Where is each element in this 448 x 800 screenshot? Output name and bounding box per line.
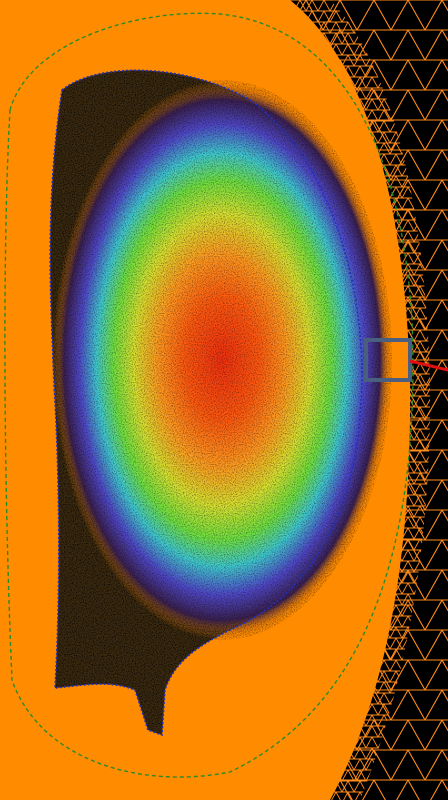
mesh-visualization <box>0 0 448 800</box>
core-texture <box>52 80 392 640</box>
page <box>0 0 448 800</box>
